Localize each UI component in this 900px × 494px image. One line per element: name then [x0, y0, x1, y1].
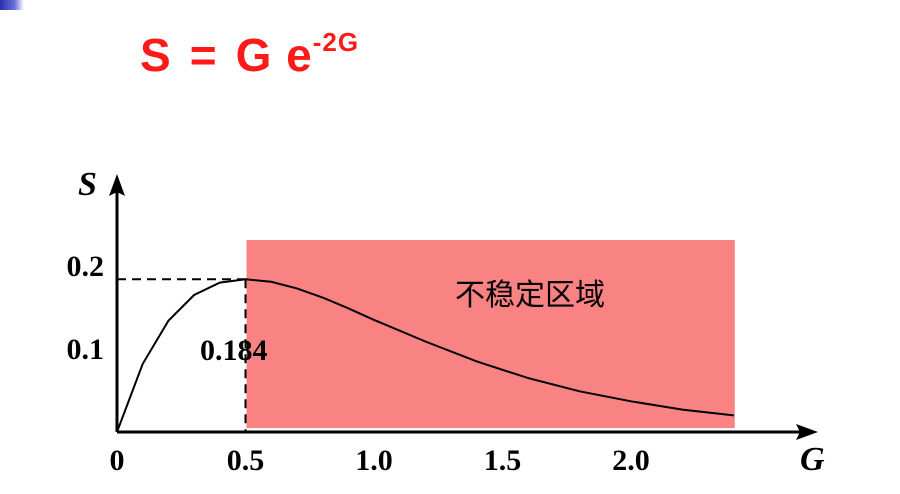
- throughput-curve: [116, 278, 734, 433]
- x-tick-label: 0.5: [227, 444, 265, 477]
- y-tick-label: 0.1: [67, 333, 105, 366]
- y-tick-labels: 0.1 0.2: [67, 250, 105, 366]
- x-axis-arrow: [796, 424, 818, 440]
- x-tick-labels: 0 0.5 1.0 1.5 2.0: [110, 444, 650, 477]
- y-axis-label: S: [78, 166, 97, 203]
- peak-value-label: 0.184: [200, 334, 268, 367]
- x-tick-label: 1.5: [484, 444, 522, 477]
- y-tick-label: 0.2: [67, 250, 105, 283]
- x-tick-label: 2.0: [612, 444, 650, 477]
- x-tick-label: 0: [110, 444, 125, 477]
- x-tick-label: 1.0: [355, 444, 393, 477]
- formula-exponent: -2G: [312, 26, 360, 57]
- formula-lhs: S: [140, 29, 172, 81]
- slide-corner-decoration: [0, 0, 24, 10]
- y-axis-arrow: [109, 174, 125, 196]
- unstable-region-label: 不稳定区域: [455, 278, 605, 313]
- x-axis-label: G: [800, 441, 825, 478]
- formula-rhs: G e: [235, 29, 313, 81]
- unstable-region: [246, 240, 735, 428]
- formula-equals: =: [189, 29, 218, 81]
- formula-title: S = G e-2G: [140, 26, 360, 82]
